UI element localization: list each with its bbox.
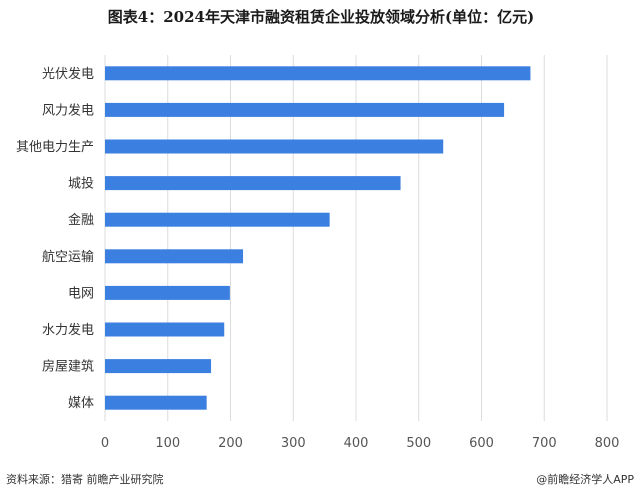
source-note: 资料来源：猎寄 前瞻产业研究院 — [6, 473, 164, 486]
x-tick-label: 100 — [155, 436, 180, 451]
category-label: 电网 — [68, 286, 94, 301]
x-tick-label: 400 — [344, 436, 369, 451]
bar-10 — [105, 395, 207, 410]
x-tick-label: 500 — [406, 436, 431, 451]
x-tick-label: 600 — [469, 436, 494, 451]
x-tick-label: 200 — [218, 436, 243, 451]
bar-5 — [105, 212, 330, 227]
bar-6 — [105, 249, 244, 264]
bar-1 — [105, 66, 531, 81]
chart-title: 图表4：2024年天津市融资租赁企业投放领域分析(单位：亿元) — [107, 8, 535, 26]
bars-layer — [105, 66, 531, 410]
x-tick-label: 700 — [532, 436, 557, 451]
bar-3 — [105, 139, 444, 154]
bar-4 — [105, 176, 401, 191]
category-label: 城投 — [68, 176, 94, 192]
category-label: 风力发电 — [42, 102, 94, 118]
category-label: 水力发电 — [42, 322, 94, 338]
category-label: 其他电力生产 — [16, 140, 94, 155]
x-tick-label: 0 — [101, 436, 109, 451]
x-tick-label: 800 — [595, 436, 620, 451]
category-label: 航空运输 — [42, 249, 94, 265]
category-label: 房屋建筑 — [42, 359, 94, 375]
category-label: 金融 — [68, 212, 94, 228]
category-label: 光伏发电 — [42, 66, 94, 82]
bar-8 — [105, 322, 225, 337]
category-label: 媒体 — [68, 396, 94, 411]
bar-9 — [105, 359, 212, 374]
bar-7 — [105, 285, 230, 300]
brand-credit: @前瞻经济学人APP — [536, 473, 634, 486]
x-tick-labels: 0 100 200 300 400 500 600 700 800 — [101, 436, 620, 451]
x-tick-label: 300 — [281, 436, 306, 451]
grid-layer — [104, 55, 608, 421]
bar-2 — [105, 102, 505, 117]
